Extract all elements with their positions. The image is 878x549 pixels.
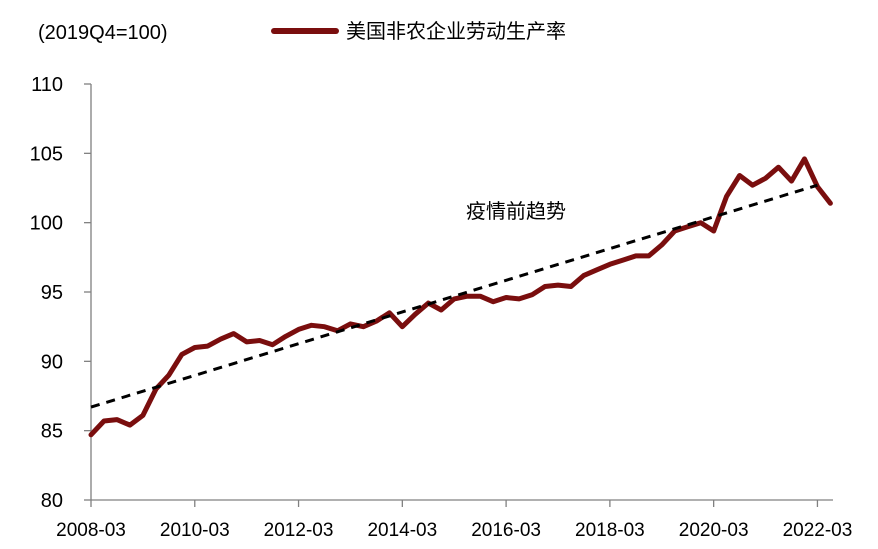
x-tick-label: 2020-03: [679, 520, 749, 541]
trend-annotation-label: 疫情前趋势: [466, 199, 566, 223]
y-tick-label: 110: [31, 74, 63, 96]
x-tick-label: 2016-03: [471, 520, 541, 541]
y-tick-label: 80: [41, 490, 63, 512]
unit-label: (2019Q4=100): [38, 22, 168, 44]
x-tick-label: 2014-03: [367, 520, 437, 541]
trend-line-dashed: [90, 183, 818, 409]
x-tick-label: 2012-03: [264, 520, 334, 541]
legend-label: 美国非农企业劳动生产率: [346, 19, 566, 43]
y-tick-label: 105: [30, 143, 63, 165]
x-tick-label: 2018-03: [575, 520, 645, 541]
y-tick-label: 85: [41, 421, 63, 443]
x-tick-label: 2008-03: [56, 520, 126, 541]
y-tick-label: 90: [41, 351, 63, 373]
x-tick-label: 2010-03: [160, 520, 230, 541]
y-tick-label: 100: [30, 213, 63, 235]
productivity-series-line: [88, 156, 833, 438]
y-tick-label: 95: [41, 282, 63, 304]
x-tick-label: 2022-03: [783, 520, 853, 541]
